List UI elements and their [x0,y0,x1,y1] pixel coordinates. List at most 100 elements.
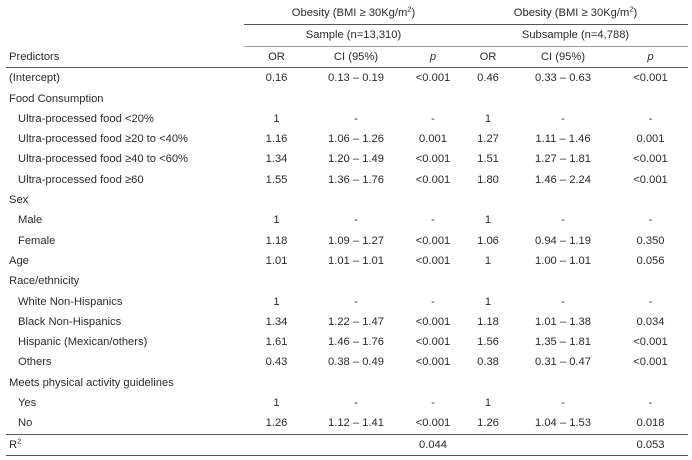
group-1-title-sup: 2 [407,4,412,14]
ci-value-2: - [561,214,565,227]
ci-value-2 [513,271,613,291]
p-value-1: <0.001 [415,315,451,328]
ci-value-1: - [354,214,358,227]
or-value-1: 1 [273,112,280,125]
p-value-2: 0.056 [636,254,665,267]
empty-header-cell [6,25,244,47]
ci-value-1: 1.36 – 1.76 [328,173,384,186]
or-value-2: 0.38 [477,356,499,369]
p-value-1 [403,190,463,210]
table-row: Black Non-Hispanics 1.34 1.22 – 1.47 <0.001… [6,312,688,332]
or-value-1: 1 [273,397,280,410]
table-row: Ultra-processed food ≥20 to <40% 1.16 1.06… [6,129,688,149]
or-value-2 [463,373,513,393]
table-row: No 1.26 1.12 – 1.41 <0.001 1.26 1.04 – 1.53 0.… [6,413,688,434]
predictor-level-label: Male [18,214,43,227]
r-squared-label: R2 [6,433,244,456]
group-2-title-sup: 2 [629,4,634,14]
r-squared-row: R2 0.044 0.053 [6,433,688,456]
p-value-2: <0.001 [633,336,668,349]
empty-cell [463,433,513,456]
or-value-2: 1.26 [477,417,499,430]
predictors-header: Predictors [6,46,244,69]
p-value-2: - [648,214,653,227]
or-value-2: 1.27 [477,133,499,146]
p-value-1: - [431,397,435,410]
or-value-1 [244,190,309,210]
ci-header-2: CI (95%) [513,46,613,69]
ci-value-1: - [354,295,358,308]
group-2-title: Obesity (BMI ≥ 30Kg/m2) [463,3,688,25]
or-value-2: 0.46 [477,72,499,85]
p-value-1: <0.001 [415,336,451,349]
p-value-1 [403,271,463,291]
or-header-2: OR [463,46,513,69]
or-value-1: 1.26 [265,417,288,430]
p-value-1 [403,89,463,109]
ci-value-1: 0.38 – 0.49 [328,356,384,369]
ci-value-2 [513,89,613,109]
predictor-label: Sex [9,194,29,207]
empty-cell [513,433,613,456]
p-value-2: - [648,112,653,125]
or-value-1: 1 [273,214,280,227]
or-value-2: 1.56 [477,336,499,349]
p-value-1: <0.001 [415,173,451,186]
p-header-2: p [613,46,688,69]
p-value-1: <0.001 [415,417,451,430]
predictor-level-label: Hispanic (Mexican/others) [18,336,148,349]
ci-value-2: 0.94 – 1.19 [535,234,591,247]
ci-value-2: - [561,295,565,308]
ci-value-1 [309,271,403,291]
ci-value-2: 1.35 – 1.81 [535,336,591,349]
predictor-label: Race/ethnicity [9,275,80,288]
predictor-level-label: No [18,417,33,430]
p-value-2 [613,190,688,210]
or-value-2: 1 [484,214,492,227]
predictor-level-label: Ultra-processed food ≥60 [18,173,144,186]
r-squared-label-text: R [9,438,18,451]
predictor-level-label: Yes [18,397,37,410]
ci-value-2 [513,190,613,210]
r-squared-value-2: 0.053 [613,433,688,456]
or-value-2: 1.18 [477,315,499,328]
ci-value-2: 1.27 – 1.81 [535,153,591,166]
table-row: Ultra-processed food <20% 1 - - 1 - - [6,109,688,129]
table-row: Meets physical activity guidelines [6,373,688,393]
column-header-row: Predictors OR CI (95%) p OR CI (95%) p [6,46,688,69]
ci-value-1: 0.13 – 0.19 [328,72,384,85]
ci-value-2: 1.46 – 2.24 [535,173,591,186]
p-value-2: - [648,397,653,410]
group-subtitle-row: Sample (n=13,310) Subsample (n=4,788) [6,24,688,47]
group-2-title-close: ) [633,7,638,20]
ci-value-1 [309,373,403,393]
ci-value-2: 0.33 – 0.63 [535,72,591,85]
group-1-title-text: Obesity (BMI ≥ 30Kg/m [291,7,408,20]
ci-value-2: 0.31 – 0.47 [535,356,591,369]
or-value-1: 1.34 [265,315,288,328]
or-value-1: 1.34 [265,153,288,166]
table-row: Yes 1 - - 1 - - [6,393,688,413]
p-value-1: <0.001 [415,254,451,267]
table-row: Ultra-processed food ≥60 1.55 1.36 – 1.76 <… [6,170,688,190]
p-value-1: <0.001 [415,234,451,247]
or-value-2 [463,89,513,109]
p-value-1: <0.001 [415,72,451,85]
ci-value-1: 1.22 – 1.47 [328,315,384,328]
table-row: Sex [6,190,688,210]
predictor-label: (Intercept) [9,72,60,85]
table-row: Age 1.01 1.01 – 1.01 <0.001 1 1.00 – 1.01 0.05… [6,251,688,271]
predictor-level-label: Others [18,356,52,369]
ci-value-1 [309,190,403,210]
empty-cell [244,433,309,456]
or-value-1: 1.18 [265,234,288,247]
ci-value-1: - [354,112,358,125]
table-row: Race/ethnicity [6,271,688,291]
ci-value-1: 1.09 – 1.27 [328,234,384,247]
or-value-1: 1.16 [265,133,288,146]
table-row: Female 1.18 1.09 – 1.27 <0.001 1.06 0.94 – 1.… [6,231,688,251]
or-value-1: 1 [273,295,280,308]
p-value-2: <0.001 [633,72,668,85]
predictor-level-label: Ultra-processed food <20% [18,112,154,125]
